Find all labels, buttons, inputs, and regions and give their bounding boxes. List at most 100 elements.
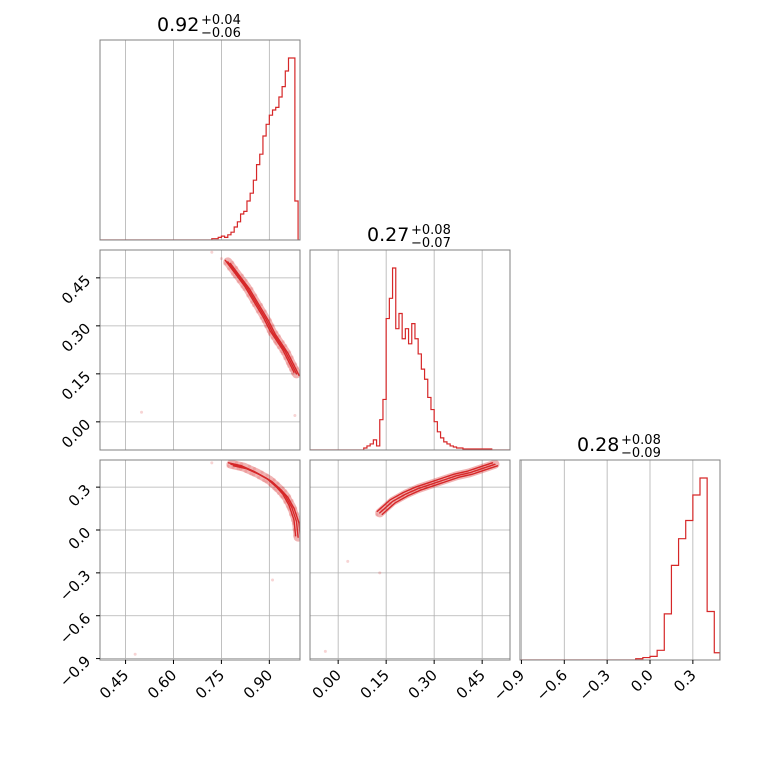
outlier-point <box>346 559 350 563</box>
sample-point <box>283 500 287 504</box>
sample-point <box>264 324 268 329</box>
sample-point <box>244 278 248 282</box>
sample-point <box>263 309 267 313</box>
sample-point <box>276 481 280 485</box>
density-contour <box>379 463 496 514</box>
sample-point <box>277 334 281 338</box>
panel-2-2 <box>519 459 721 661</box>
sample-point <box>264 480 268 484</box>
sample-point <box>287 350 292 354</box>
outlier-point <box>210 250 214 254</box>
sample-point <box>250 300 254 304</box>
sample-point <box>257 476 261 480</box>
sample-point <box>249 472 253 476</box>
outlier-point <box>378 571 382 575</box>
sample-point <box>252 466 257 471</box>
sample-point <box>283 356 287 361</box>
sample-point <box>275 330 279 334</box>
sample-point <box>295 366 300 370</box>
sample-point <box>236 466 240 471</box>
sample-point <box>259 303 264 307</box>
sample-point <box>281 486 285 490</box>
outlier-point <box>133 652 137 656</box>
outlier-point <box>210 461 214 465</box>
sample-point <box>259 316 263 320</box>
histogram-param-1 <box>100 57 300 240</box>
title-param-2: 0.27 +0.08 −0.07 <box>367 223 451 251</box>
panel-frame <box>309 459 511 661</box>
sample-point <box>265 473 269 477</box>
sample-point <box>375 513 379 517</box>
sample-point <box>240 285 244 289</box>
sample-point <box>279 349 283 354</box>
sample-point <box>240 462 244 466</box>
sample-point <box>261 319 265 324</box>
density-contour <box>381 465 499 516</box>
title-lower-error: −0.07 <box>411 236 451 251</box>
sample-point <box>268 318 273 322</box>
sample-point <box>285 362 290 366</box>
histogram-param-2 <box>310 267 510 450</box>
title-upper-error: +0.08 <box>621 433 661 448</box>
sample-point <box>281 340 285 344</box>
sample-point <box>231 465 235 470</box>
sample-point <box>290 498 294 503</box>
sample-point <box>280 351 284 356</box>
panel-1-0 <box>99 249 301 451</box>
panel-2-0 <box>99 459 301 661</box>
sample-point <box>242 287 246 292</box>
sample-point <box>270 336 274 340</box>
sample-point <box>294 362 298 366</box>
title-value: 0.27 <box>367 224 409 246</box>
title-value: 0.92 <box>157 14 199 36</box>
sample-point <box>285 505 290 509</box>
outlier-point <box>271 578 275 582</box>
sample-point <box>272 487 276 491</box>
sample-point <box>267 332 272 336</box>
histogram-param-3 <box>520 477 720 660</box>
panel-content <box>140 250 300 417</box>
sample-point <box>232 275 236 279</box>
sample-point <box>289 368 293 372</box>
sample-point <box>246 294 250 298</box>
sample-point <box>262 478 266 483</box>
sample-point <box>280 496 284 500</box>
sample-point <box>231 260 235 264</box>
sample-point <box>226 464 230 468</box>
density-contour <box>227 261 298 375</box>
sample-point <box>279 494 283 498</box>
panel-frame <box>99 39 301 241</box>
sample-point <box>287 494 292 498</box>
sample-point <box>247 464 251 468</box>
sample-point <box>234 265 239 270</box>
title-param-1: 0.92 +0.04 −0.06 <box>157 13 241 41</box>
sample-point <box>240 273 244 277</box>
sample-point <box>274 488 278 493</box>
title-upper-error: +0.08 <box>411 223 451 238</box>
sample-point <box>260 470 264 474</box>
sample-point <box>287 364 291 368</box>
panel-content <box>323 460 500 653</box>
panel-frame <box>309 249 511 451</box>
outlier-point <box>219 257 223 261</box>
panel-frame <box>99 459 301 661</box>
panel-content <box>100 57 300 240</box>
title-upper-error: +0.04 <box>201 13 241 28</box>
sample-point <box>255 310 259 314</box>
panel-2-1 <box>309 459 511 661</box>
panel-content <box>133 460 300 656</box>
sample-point <box>227 267 231 271</box>
sample-point <box>266 330 270 334</box>
sample-point <box>284 344 288 348</box>
panel-content <box>310 267 510 450</box>
title-value: 0.28 <box>577 434 619 456</box>
sample-point <box>274 342 278 346</box>
sample-point <box>230 272 235 276</box>
density-contour <box>229 262 300 377</box>
sample-point <box>234 461 239 465</box>
density-contour <box>224 259 295 374</box>
sample-point <box>284 489 288 493</box>
sample-point <box>276 346 281 350</box>
panel-1-1 <box>309 249 511 451</box>
